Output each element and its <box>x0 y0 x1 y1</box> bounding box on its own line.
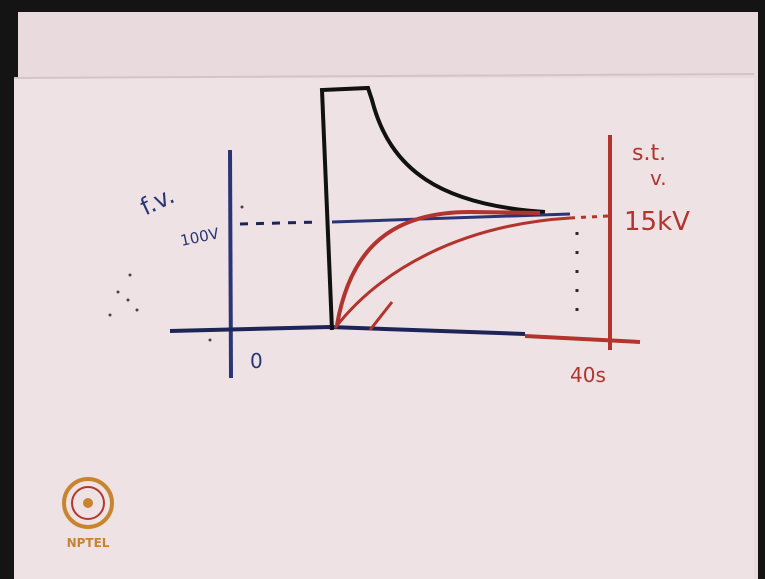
origin-label: 0 <box>250 349 263 373</box>
left-axis <box>230 150 231 378</box>
axis-label: v. <box>650 166 667 190</box>
logo-text: NPTEL <box>67 536 110 550</box>
axis-end-label: 40s <box>570 363 606 387</box>
value-label: 15kV <box>624 207 690 237</box>
axis-label: s.t. <box>632 141 666 166</box>
scene: f.v. 100V 0 s.t. v. 15kV 40s NPTEL <box>0 0 765 579</box>
page: f.v. 100V 0 s.t. v. 15kV 40s NPTEL (() =… <box>0 0 765 579</box>
